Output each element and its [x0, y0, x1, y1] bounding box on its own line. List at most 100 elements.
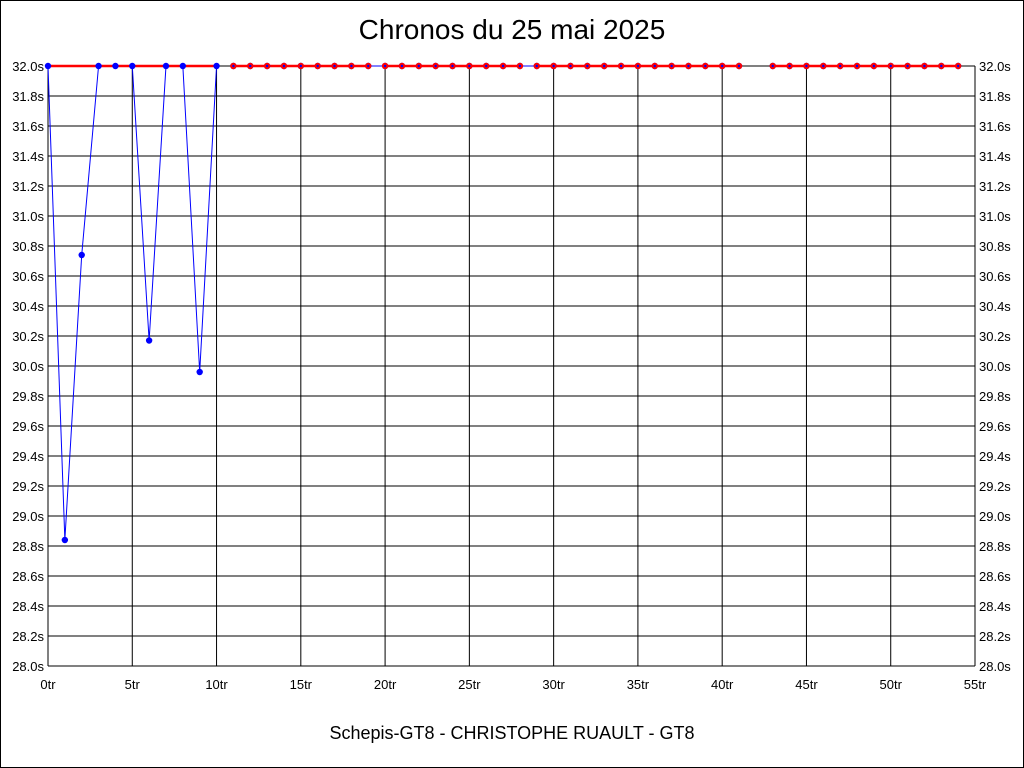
- y-tick-label-right: 31.0s: [979, 209, 1011, 224]
- y-tick-label-left: 28.8s: [12, 539, 44, 554]
- y-tick-label-left: 29.2s: [12, 479, 44, 494]
- y-tick-label-right: 31.2s: [979, 179, 1011, 194]
- data-point-center: [737, 64, 741, 68]
- data-point-center: [956, 64, 960, 68]
- x-tick-label: 5tr: [125, 677, 141, 692]
- y-axis-right: 28.0s 28.2s 28.4s 28.6s 28.8s 29.0s 29.2s 29.4s…: [979, 59, 1011, 674]
- x-tick-label: 15tr: [290, 677, 313, 692]
- y-tick-label-right: 31.6s: [979, 119, 1011, 134]
- data-point-center: [619, 64, 623, 68]
- y-axis-left: 28.0s 28.2s 28.4s 28.6s 28.8s 29.0s 29.2s 29.4s…: [12, 59, 44, 674]
- x-tick-label: 25tr: [458, 677, 481, 692]
- x-tick-label: 20tr: [374, 677, 397, 692]
- y-tick-label-left: 29.6s: [12, 419, 44, 434]
- data-point-center: [400, 64, 404, 68]
- y-tick-label-right: 30.2s: [979, 329, 1011, 344]
- data-point-blue: [179, 62, 187, 70]
- x-tick-label: 10tr: [205, 677, 228, 692]
- y-tick-label-right: 29.2s: [979, 479, 1011, 494]
- data-point-center: [468, 64, 471, 68]
- data-point-center: [855, 64, 859, 68]
- y-tick-label-right: 28.4s: [979, 599, 1011, 614]
- x-tick-label: 50tr: [880, 677, 903, 692]
- data-point-center: [485, 64, 488, 68]
- data-point-center: [636, 64, 640, 68]
- chart-subtitle: Schepis-GT8 - CHRISTOPHE RUAULT - GT8: [329, 723, 695, 743]
- data-point-center: [249, 64, 252, 68]
- y-tick-label-right: 28.6s: [979, 569, 1011, 584]
- x-tick-label: 30tr: [542, 677, 565, 692]
- data-point-center: [788, 64, 791, 68]
- data-point-center: [923, 64, 926, 68]
- data-point-blue: [145, 337, 153, 344]
- data-point-center: [670, 64, 673, 68]
- y-tick-label-right: 30.4s: [979, 299, 1011, 314]
- grid: [47, 65, 976, 667]
- chart-title: Chronos du 25 mai 2025: [358, 14, 666, 45]
- data-point-center: [333, 64, 336, 68]
- data-point-center: [771, 64, 774, 68]
- y-tick-label-right: 29.4s: [979, 449, 1011, 464]
- data-point-center: [451, 64, 454, 68]
- x-axis: 0tr 5tr 10tr 15tr 20tr 25tr 30tr 35tr 40tr 45tr 50…: [40, 677, 986, 692]
- data-point-center: [704, 64, 707, 68]
- data-point-center: [434, 64, 437, 68]
- data-point-blue: [61, 536, 69, 544]
- data-point-center: [822, 64, 825, 68]
- data-point-center: [265, 64, 269, 68]
- data-point-blue: [162, 62, 170, 70]
- data-point-blue: [112, 62, 119, 70]
- y-tick-label-left: 32.0s: [12, 59, 44, 74]
- data-point-center: [872, 64, 876, 68]
- x-tick-label: 45tr: [795, 677, 818, 692]
- data-point-center: [535, 64, 538, 68]
- y-tick-label-right: 28.2s: [979, 629, 1011, 644]
- y-tick-label-left: 30.4s: [12, 299, 44, 314]
- data-point-center: [350, 64, 353, 68]
- data-point-blue: [78, 251, 85, 259]
- y-tick-label-right: 30.0s: [979, 359, 1011, 374]
- data-point-center: [586, 64, 589, 68]
- data-point-blue: [196, 368, 203, 376]
- x-tick-label: 55tr: [964, 677, 987, 692]
- data-point-center: [501, 64, 505, 68]
- y-tick-label-left: 31.4s: [12, 149, 44, 164]
- y-tick-label-left: 30.6s: [12, 269, 44, 284]
- y-tick-label-right: 31.8s: [979, 89, 1011, 104]
- y-tick-label-right: 30.8s: [979, 239, 1011, 254]
- data-point-center: [299, 64, 303, 68]
- y-tick-label-left: 31.6s: [12, 119, 44, 134]
- y-tick-label-left: 31.2s: [12, 179, 44, 194]
- data-point-center: [367, 64, 370, 68]
- data-point-center: [282, 64, 286, 68]
- y-tick-label-right: 31.4s: [979, 149, 1011, 164]
- data-point-center: [838, 64, 842, 68]
- data-point-center: [518, 64, 522, 68]
- series: [44, 62, 962, 544]
- data-point-blue: [213, 62, 220, 70]
- data-point-blue: [129, 62, 136, 70]
- y-tick-label-left: 30.0s: [12, 359, 44, 374]
- y-tick-label-left: 28.2s: [12, 629, 44, 644]
- y-tick-label-left: 30.2s: [12, 329, 44, 344]
- data-point-center: [569, 64, 572, 68]
- y-tick-label-left: 28.6s: [12, 569, 44, 584]
- y-tick-label-right: 28.0s: [979, 659, 1011, 674]
- data-point-center: [889, 64, 892, 68]
- y-tick-label-left: 29.8s: [12, 389, 44, 404]
- x-tick-label: 35tr: [627, 677, 650, 692]
- data-point-center: [417, 64, 420, 68]
- y-tick-label-right: 29.0s: [979, 509, 1011, 524]
- y-tick-label-left: 29.4s: [12, 449, 44, 464]
- y-tick-label-left: 28.0s: [12, 659, 44, 674]
- data-point-center: [552, 64, 555, 68]
- y-tick-label-right: 29.6s: [979, 419, 1011, 434]
- data-point-blue: [44, 62, 52, 70]
- data-point-center: [940, 64, 943, 68]
- data-point-center: [316, 64, 319, 68]
- y-tick-label-left: 28.4s: [12, 599, 44, 614]
- data-point-blue: [95, 62, 102, 70]
- y-tick-label-right: 29.8s: [979, 389, 1011, 404]
- data-point-center: [232, 64, 235, 68]
- y-tick-label-left: 30.8s: [12, 239, 44, 254]
